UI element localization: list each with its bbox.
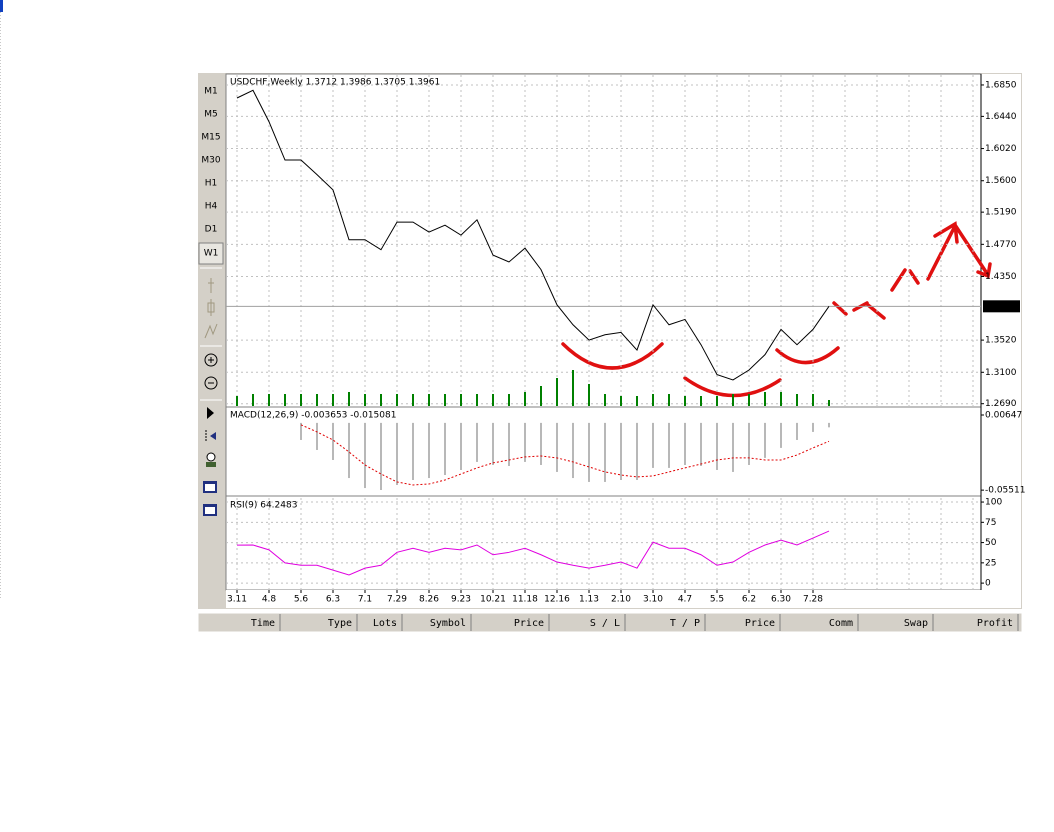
- price-marker: [983, 300, 1020, 313]
- x-tick-label: 5.5: [710, 595, 724, 605]
- y-tick-label: 25: [985, 558, 996, 568]
- price-scale-area: [981, 74, 1021, 590]
- timeframe-button[interactable]: H4: [205, 202, 218, 212]
- chart-area: [225, 73, 982, 591]
- x-tick-label: 3.11: [227, 595, 247, 605]
- x-tick-label: 4.7: [678, 595, 692, 605]
- zoom-out-button[interactable]: [204, 376, 218, 390]
- line-tool-icon[interactable]: [208, 278, 214, 293]
- y-tick-label: 0: [985, 579, 991, 589]
- expert-button[interactable]: [206, 452, 216, 467]
- y-tick-label: 1.6440: [985, 112, 1017, 122]
- column-header[interactable]: Symbol: [430, 618, 466, 629]
- x-tick-label: 5.6: [294, 595, 309, 605]
- timeframe-button[interactable]: M15: [201, 133, 220, 143]
- y-tick-label: 1.4350: [985, 272, 1017, 282]
- line-chart-icon[interactable]: [204, 323, 218, 339]
- column-header[interactable]: Time: [251, 618, 275, 629]
- column-header[interactable]: Price: [514, 618, 544, 629]
- y-tick-label: 50: [985, 538, 997, 548]
- x-tick-label: 6.30: [771, 595, 791, 605]
- y-tick-label: 1.3100: [985, 368, 1017, 378]
- x-tick-label: 7.1: [358, 595, 372, 605]
- x-tick-label: 6.3: [326, 595, 340, 605]
- x-tick-label: 7.28: [803, 595, 823, 605]
- price-marker-label: 1.3961: [986, 302, 1018, 312]
- timeframe-button[interactable]: H1: [205, 179, 218, 189]
- x-tick-label: 2.10: [611, 595, 631, 605]
- y-tick-label: 1.6020: [985, 144, 1017, 154]
- zoom-in-button[interactable]: [204, 353, 218, 367]
- shift-button[interactable]: [205, 430, 216, 442]
- y-tick-label: 100: [985, 498, 1002, 508]
- template-button[interactable]: [203, 481, 217, 493]
- x-tick-label: 8.26: [419, 595, 439, 605]
- y-tick-label: -0.05511: [985, 486, 1025, 496]
- y-tick-label: 0.00647: [985, 410, 1022, 420]
- panel-title: RSI(9) 64.2483: [230, 501, 297, 511]
- x-tick-label: 1.13: [579, 595, 599, 605]
- y-tick-label: 1.4770: [985, 240, 1017, 250]
- y-tick-label: 75: [985, 518, 996, 528]
- annotation-arc: [775, 346, 840, 365]
- template-button[interactable]: [203, 504, 217, 516]
- timeframe-button[interactable]: D1: [205, 225, 218, 235]
- toolbar: M1 M5 M15 M30 H1 H4 D1 W1: [198, 87, 224, 516]
- y-tick-label: 1.5600: [985, 176, 1017, 186]
- x-tick-label: 3.10: [643, 595, 663, 605]
- time-scale-area: [226, 590, 1021, 608]
- column-header[interactable]: Price: [745, 618, 775, 629]
- terminal-columns: Time Type Lots Symbol Price S / L T / P Price Co…: [251, 614, 1019, 631]
- panel-title: USDCHF,Weekly 1.3712 1.3986 1.3705 1.396…: [230, 78, 440, 88]
- timeframe-button[interactable]: M5: [204, 110, 218, 120]
- column-header[interactable]: T / P: [670, 618, 700, 629]
- annotation-arc: [561, 342, 664, 370]
- edge-mark: [0, 0, 3, 12]
- panel-title: MACD(12,26,9) -0.003653 -0.015081: [230, 411, 396, 421]
- timeframe-button[interactable]: M1: [204, 87, 218, 97]
- x-tick-label: 9.23: [451, 595, 471, 605]
- y-tick-label: 1.2690: [985, 399, 1017, 409]
- y-tick-label: 1.5190: [985, 208, 1017, 218]
- column-header[interactable]: Swap: [904, 618, 928, 629]
- autoscroll-button[interactable]: [207, 407, 214, 419]
- timeframe-button[interactable]: W1: [204, 249, 219, 259]
- x-tick-label: 11.18: [512, 595, 538, 605]
- x-tick-label: 6.2: [742, 595, 756, 605]
- price-line-series: [236, 530, 830, 576]
- x-tick-label: 12.16: [544, 595, 570, 605]
- column-header[interactable]: Type: [328, 618, 352, 629]
- terminal-header: [197, 612, 1023, 633]
- timeframe-button[interactable]: M30: [201, 156, 220, 166]
- y-tick-label: 1.3520: [985, 336, 1017, 346]
- macd-signal: [300, 424, 830, 486]
- x-tick-label: 7.29: [387, 595, 407, 605]
- x-tick-label: 4.8: [262, 595, 277, 605]
- column-header[interactable]: Lots: [373, 618, 397, 629]
- column-header[interactable]: Profit: [977, 618, 1013, 629]
- column-header[interactable]: S / L: [590, 618, 620, 629]
- column-header[interactable]: Comm: [829, 618, 853, 629]
- active-button-frame: [198, 242, 224, 265]
- y-tick-label: 1.6850: [985, 80, 1017, 90]
- price-line-series: [236, 89, 830, 381]
- x-tick-label: 10.21: [480, 595, 506, 605]
- candle-tool-icon[interactable]: [207, 299, 215, 316]
